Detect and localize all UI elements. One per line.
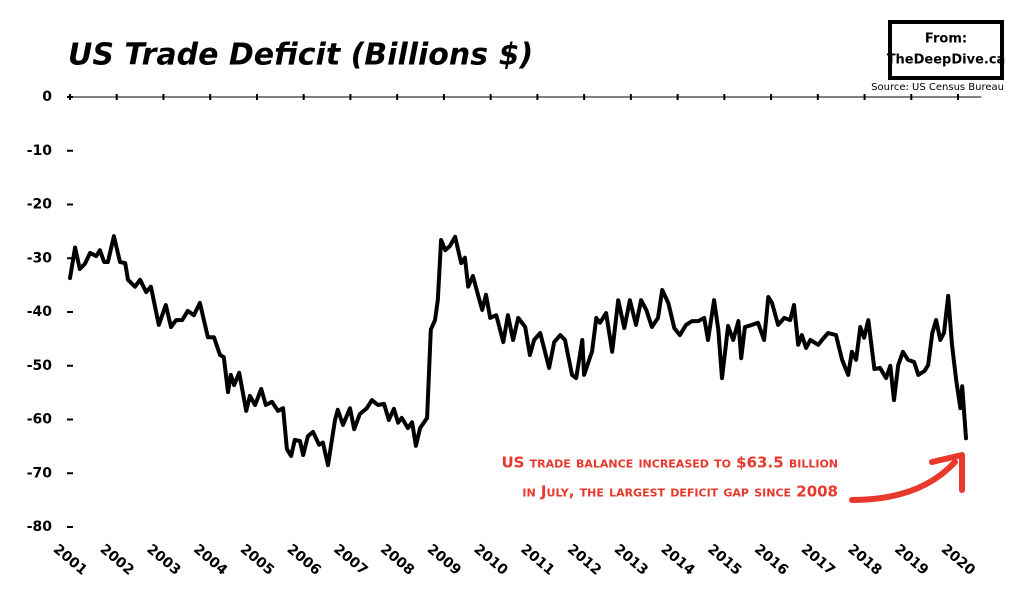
y-tick-label: -30 [27, 250, 53, 266]
line [68, 234, 968, 468]
annotation-arrow [849, 459, 958, 503]
logo-line: TheDeepDive.ca [887, 53, 1006, 68]
y-tick-label: 0 [42, 89, 52, 105]
annotation: in July, the largest deficit gap since 2… [522, 483, 838, 501]
logo-box [888, 20, 1004, 80]
logo-line: From: [925, 32, 967, 47]
annotation: US trade balance increased to $63.5 bill… [501, 454, 838, 472]
y-tick-label: -50 [27, 358, 53, 374]
y-tick-label: -70 [27, 465, 53, 481]
y-tick-label: -60 [27, 412, 53, 428]
annotation-arrow [929, 452, 965, 493]
y-tick-label: -10 [27, 143, 53, 159]
y-tick-label: -40 [27, 304, 53, 320]
chart-title: US Trade Deficit (Billions $) [68, 38, 533, 73]
y-tick-label: -80 [27, 519, 53, 535]
y-tick-label: -20 [27, 197, 53, 213]
source: Source: US Census Bureau [871, 82, 1004, 93]
